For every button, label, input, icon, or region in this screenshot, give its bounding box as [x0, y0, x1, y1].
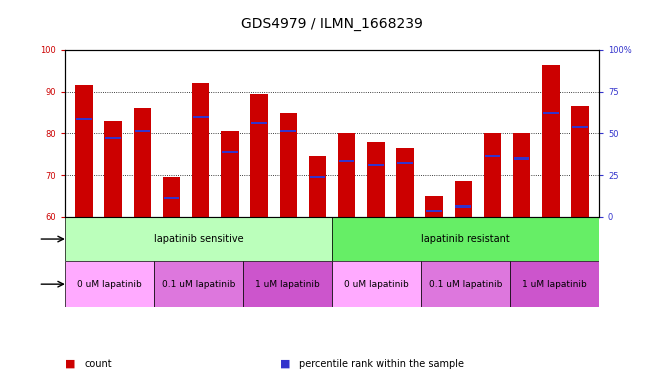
Text: ■: ■ [280, 359, 290, 369]
Bar [65, 261, 154, 307]
Bar [193, 116, 208, 118]
Bar [513, 134, 531, 217]
Bar [339, 159, 355, 162]
Bar [104, 121, 122, 217]
Bar [251, 94, 268, 217]
Text: percentile rank within the sample: percentile rank within the sample [299, 359, 464, 369]
Text: 0 uM lapatinib: 0 uM lapatinib [344, 280, 409, 289]
Bar [367, 142, 385, 217]
Bar [251, 122, 267, 124]
Bar [281, 130, 296, 132]
Text: 0 uM lapatinib: 0 uM lapatinib [77, 280, 142, 289]
Bar [572, 126, 588, 128]
Bar [396, 148, 413, 217]
Text: 1 uM lapatinib: 1 uM lapatinib [255, 280, 320, 289]
Bar [543, 111, 559, 114]
Bar [338, 134, 355, 217]
Bar [154, 261, 243, 307]
Bar [426, 210, 442, 212]
Text: lapatinib resistant: lapatinib resistant [421, 234, 510, 244]
Bar [135, 130, 150, 132]
Text: count: count [85, 359, 112, 369]
Text: 1 uM lapatinib: 1 uM lapatinib [522, 280, 587, 289]
Bar [76, 118, 92, 120]
Bar [76, 85, 93, 217]
Bar [309, 176, 326, 178]
Text: lapatinib sensitive: lapatinib sensitive [154, 234, 243, 244]
Bar [105, 137, 121, 139]
Bar [456, 205, 471, 208]
Bar [309, 156, 326, 217]
Bar [221, 131, 239, 217]
Bar [571, 106, 589, 217]
Bar [332, 217, 599, 261]
Bar [397, 162, 413, 164]
Bar [222, 151, 238, 153]
Bar [484, 156, 501, 157]
Bar [192, 83, 210, 217]
Bar [421, 261, 510, 307]
Bar [163, 177, 180, 217]
Bar [368, 164, 383, 166]
Text: 0.1 uM lapatinib: 0.1 uM lapatinib [162, 280, 235, 289]
Bar [484, 134, 501, 217]
Text: GDS4979 / ILMN_1668239: GDS4979 / ILMN_1668239 [241, 17, 423, 31]
Bar [514, 157, 529, 159]
Bar [542, 65, 560, 217]
Bar [243, 261, 332, 307]
Bar [332, 261, 421, 307]
Bar [163, 197, 180, 199]
Bar [65, 217, 332, 261]
Text: 0.1 uM lapatinib: 0.1 uM lapatinib [429, 280, 502, 289]
Bar [454, 182, 472, 217]
Bar [133, 108, 151, 217]
Bar [425, 196, 443, 217]
Bar [279, 113, 297, 217]
Bar [510, 261, 599, 307]
Text: ■: ■ [65, 359, 76, 369]
